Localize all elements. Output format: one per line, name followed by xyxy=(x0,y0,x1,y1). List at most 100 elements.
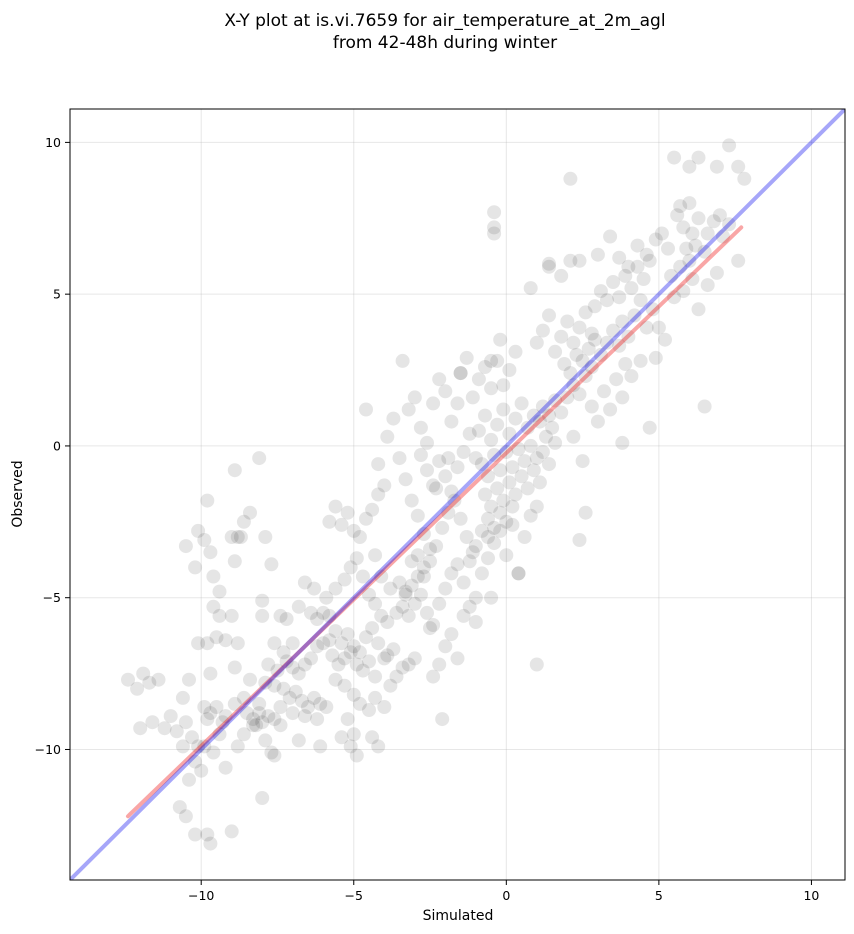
data-point xyxy=(438,581,453,596)
data-point xyxy=(377,651,392,666)
data-point xyxy=(481,469,495,484)
data-point xyxy=(487,448,502,462)
data-point xyxy=(416,527,431,541)
data-point xyxy=(349,748,364,763)
data-point xyxy=(398,584,413,599)
data-point xyxy=(404,578,419,593)
data-point xyxy=(615,390,630,405)
data-point xyxy=(548,393,563,408)
data-point xyxy=(224,608,239,623)
data-point xyxy=(121,672,135,687)
data-point xyxy=(157,721,172,736)
data-point xyxy=(456,608,471,623)
data-point xyxy=(420,605,434,620)
x-axis-label: Simulated xyxy=(423,908,494,924)
data-point xyxy=(243,672,257,687)
data-point xyxy=(172,800,187,815)
data-point xyxy=(404,554,419,569)
data-point xyxy=(365,730,380,745)
reference-lines xyxy=(70,109,845,880)
data-point xyxy=(572,533,587,547)
data-point xyxy=(673,259,688,274)
data-point xyxy=(383,581,398,596)
data-point xyxy=(432,596,447,611)
data-point xyxy=(380,429,395,444)
data-point xyxy=(697,399,712,414)
data-point xyxy=(581,341,596,356)
data-point xyxy=(145,715,160,730)
data-point xyxy=(319,590,334,605)
data-point xyxy=(206,745,221,760)
data-point xyxy=(279,612,294,626)
data-point xyxy=(343,739,358,754)
data-point xyxy=(429,539,444,554)
data-point xyxy=(426,478,441,493)
data-point xyxy=(334,730,349,745)
data-point xyxy=(383,678,398,693)
data-point xyxy=(584,360,599,374)
data-point xyxy=(560,314,575,329)
data-point xyxy=(606,275,621,289)
data-point xyxy=(395,599,410,614)
data-point xyxy=(667,290,682,305)
data-point xyxy=(578,305,593,320)
data-point xyxy=(435,712,450,727)
data-point xyxy=(258,733,273,748)
data-point xyxy=(178,715,193,730)
x-tick-label: −10 xyxy=(188,888,214,903)
data-point xyxy=(523,281,538,296)
data-point xyxy=(197,739,212,754)
data-point xyxy=(206,599,221,614)
data-point xyxy=(450,557,465,572)
data-point xyxy=(572,253,587,268)
data-point xyxy=(374,608,389,623)
data-point xyxy=(682,196,697,211)
data-point xyxy=(584,326,599,341)
data-point xyxy=(322,633,337,648)
data-point xyxy=(182,772,196,787)
data-point xyxy=(191,739,206,754)
data-point xyxy=(502,426,517,441)
data-point xyxy=(722,217,737,232)
data-point xyxy=(224,824,239,839)
data-point xyxy=(340,627,355,642)
data-point xyxy=(267,748,282,763)
data-point xyxy=(505,499,520,514)
data-point xyxy=(416,560,431,575)
data-point xyxy=(316,605,331,620)
data-point xyxy=(682,159,697,174)
data-point xyxy=(639,320,654,335)
data-point xyxy=(438,384,453,399)
data-point xyxy=(429,481,444,496)
data-point xyxy=(175,739,190,754)
data-point xyxy=(371,636,386,651)
data-point xyxy=(664,268,679,283)
data-point xyxy=(529,451,544,466)
data-point xyxy=(490,417,505,432)
data-point xyxy=(523,508,538,523)
data-point xyxy=(227,696,242,711)
data-point xyxy=(410,548,425,563)
data-point xyxy=(697,244,712,259)
data-point xyxy=(267,636,282,651)
data-point xyxy=(566,378,581,393)
data-point xyxy=(499,548,514,563)
data-point xyxy=(200,493,215,508)
data-point xyxy=(444,566,459,581)
data-point xyxy=(328,624,343,639)
data-point xyxy=(252,696,267,711)
data-point xyxy=(484,499,499,514)
data-point xyxy=(136,666,151,681)
data-point xyxy=(246,712,261,727)
data-point xyxy=(459,350,474,365)
data-point xyxy=(590,414,605,429)
data-point xyxy=(563,171,578,186)
data-point xyxy=(575,454,590,469)
data-point xyxy=(444,484,459,499)
data-point xyxy=(450,460,465,475)
data-point xyxy=(267,678,282,693)
data-point xyxy=(432,372,447,387)
data-point xyxy=(346,639,361,654)
data-point xyxy=(371,739,386,754)
data-point xyxy=(508,344,523,359)
